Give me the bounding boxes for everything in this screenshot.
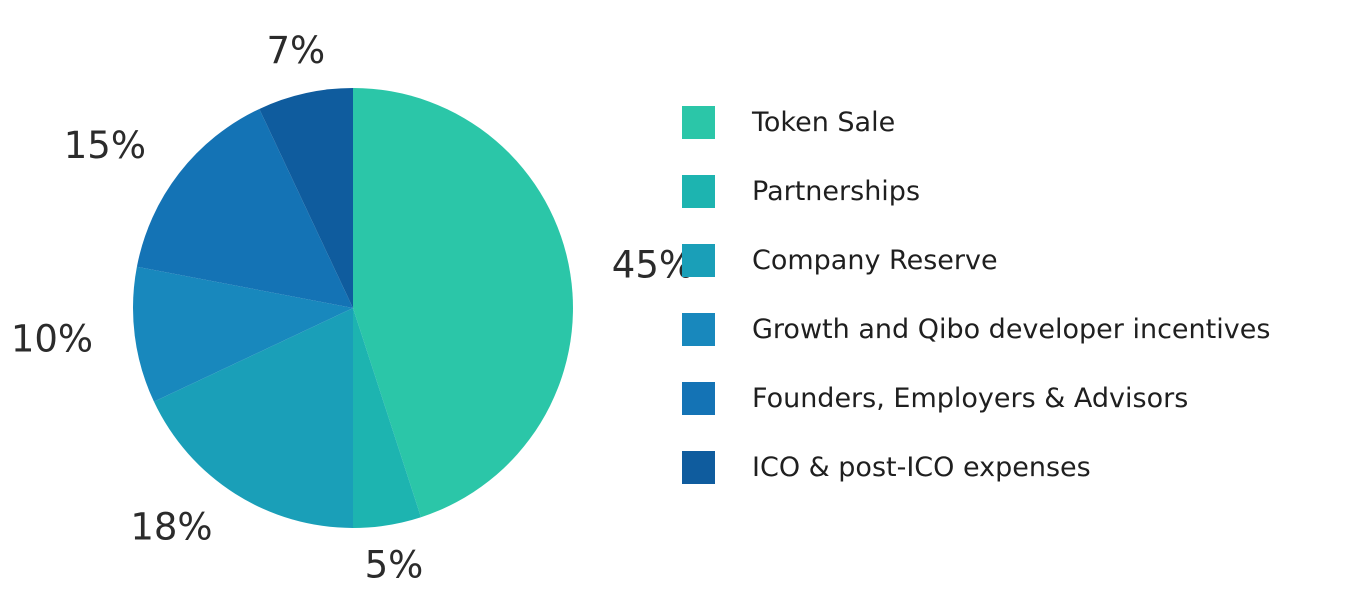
slice-value-label: 45%: [612, 244, 694, 287]
pie-slice-5: [136, 108, 353, 308]
legend-label: Token Sale: [751, 107, 895, 138]
legend-swatch: [682, 382, 715, 415]
legend-label: Founders, Employers & Advisors: [752, 383, 1188, 414]
legend-item: Company Reserve: [682, 244, 998, 277]
legend-item: Growth and Qibo developer incentives: [682, 313, 1270, 346]
legend-label: Company Reserve: [752, 245, 998, 276]
legend-label: Partnerships: [752, 176, 920, 207]
pie-slice-2: [353, 308, 421, 528]
pie-slice-1: [353, 88, 573, 518]
pie-slice-4: [133, 266, 353, 402]
legend-label: Growth and Qibo developer incentives: [752, 314, 1270, 345]
pie-slice-6: [259, 88, 353, 308]
legend-swatch: [682, 175, 715, 208]
legend-label: ICO & post-ICO expenses: [752, 452, 1091, 483]
slice-value-label: 18%: [130, 506, 212, 549]
pie-slice-3: [153, 308, 353, 528]
slice-value-label: 5%: [365, 543, 424, 586]
legend-swatch: [682, 451, 715, 484]
pie-value-labels: 45% 5% 18% 10% 15% 7%: [11, 29, 694, 586]
slice-value-label: 10%: [11, 317, 93, 360]
slice-value-label: 15%: [64, 124, 146, 167]
legend-swatch: [682, 244, 715, 277]
legend-item: Token Sale: [682, 106, 895, 139]
pie-slices: [133, 88, 573, 528]
slice-value-label: 7%: [266, 29, 325, 72]
legend-item: ICO & post-ICO expenses: [682, 451, 1091, 484]
legend-swatch: [682, 106, 715, 139]
legend-swatch: [682, 313, 715, 346]
legend-item: Partnerships: [682, 175, 920, 208]
legend-item: Founders, Employers & Advisors: [682, 382, 1188, 415]
legend: Token Sale Partnerships Company Reserve Gro…: [682, 106, 1270, 484]
